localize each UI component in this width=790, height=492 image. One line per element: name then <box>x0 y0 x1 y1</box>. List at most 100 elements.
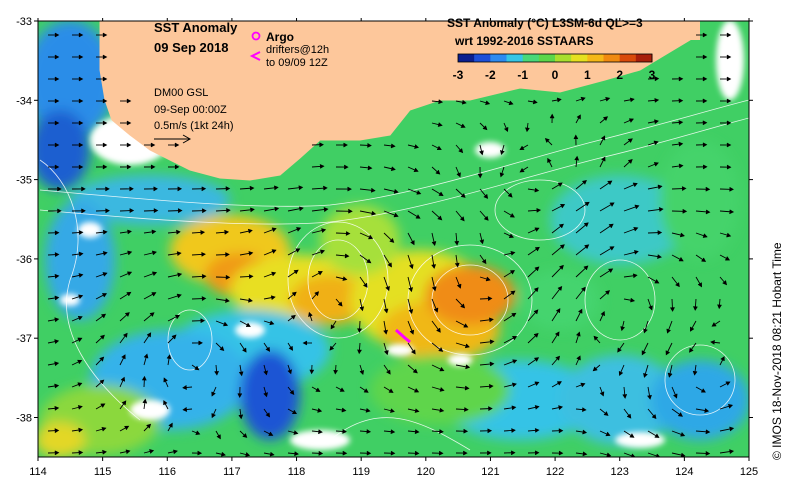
current-arrowhead <box>197 450 203 456</box>
current-arrowhead <box>269 320 275 326</box>
current-arrowhead <box>247 228 253 234</box>
current-arrowhead <box>102 293 108 298</box>
current-arrowhead <box>321 228 327 233</box>
current-arrowhead <box>654 119 659 124</box>
current-arrowhead <box>617 347 622 353</box>
current-arrowhead <box>274 206 280 212</box>
current-arrowhead <box>511 405 517 411</box>
current-arrowhead <box>342 429 347 434</box>
current-arrowhead <box>318 429 323 435</box>
current-arrowhead <box>581 286 586 292</box>
drifter-marker-icon <box>249 51 261 61</box>
x-tick-label: 114 <box>29 466 47 478</box>
current-arrowhead <box>702 120 708 126</box>
current-arrowhead <box>643 373 648 378</box>
current-arrowhead <box>225 252 230 257</box>
current-arrowhead <box>54 383 60 389</box>
colorbar-tick-label: -3 <box>453 68 464 82</box>
current-arrowhead <box>609 246 615 251</box>
current-arrowhead <box>634 204 640 210</box>
current-arrowhead <box>629 97 635 103</box>
current-arrowhead <box>702 76 708 82</box>
y-tick-label: -37 <box>16 333 32 345</box>
current-arrowhead <box>293 269 299 275</box>
current-arrowhead <box>558 428 564 434</box>
current-arrowhead <box>211 391 216 397</box>
current-arrowhead <box>121 400 127 406</box>
current-arrowhead <box>292 409 298 415</box>
current-arrowhead <box>129 186 134 192</box>
current-arrowhead <box>163 400 168 406</box>
current-arrowhead <box>298 185 304 190</box>
current-arrowhead <box>121 354 126 360</box>
current-arrowhead <box>78 230 84 235</box>
current-arrowhead <box>102 272 108 277</box>
current-arrowhead <box>248 251 254 256</box>
current-arrowhead <box>347 186 352 192</box>
current-arrowhead <box>630 297 636 303</box>
current-arrowhead <box>414 408 420 413</box>
current-arrowhead <box>99 379 105 385</box>
current-arrowhead <box>390 166 396 172</box>
current-arrowhead <box>81 186 86 192</box>
current-arrowhead <box>438 191 444 196</box>
current-arrowhead <box>273 185 279 191</box>
x-tick-label: 118 <box>288 466 306 478</box>
current-arrowhead <box>722 280 728 286</box>
current-arrowhead <box>558 405 564 410</box>
current-arrowhead <box>78 120 84 126</box>
current-arrowhead <box>711 322 717 327</box>
current-arrowhead <box>465 364 471 370</box>
sea-level-contours <box>39 99 749 451</box>
credit-text: © IMOS 18-Nov-2018 08:21 Hobart Time <box>770 242 784 460</box>
current-arrowhead <box>479 239 485 245</box>
current-arrowhead <box>248 274 254 279</box>
current-arrowhead <box>438 99 444 105</box>
current-arrowhead <box>511 382 517 388</box>
current-arrowhead <box>314 291 320 296</box>
current-arrowhead <box>248 298 253 303</box>
current-arrowhead <box>486 450 492 456</box>
current-arrowhead <box>519 145 525 150</box>
model-line1: DM00 GSL <box>154 87 208 99</box>
colorbar-swatch <box>555 54 572 62</box>
current-arrowhead <box>54 252 60 257</box>
current-arrowhead <box>182 385 187 390</box>
current-arrowhead <box>651 414 657 420</box>
current-arrowhead <box>265 412 271 418</box>
current-arrowhead <box>269 451 275 457</box>
current-arrowhead <box>323 207 329 212</box>
current-arrowhead <box>216 434 221 440</box>
current-arrowhead <box>125 312 130 317</box>
current-arrowhead <box>129 208 135 213</box>
current-arrowhead <box>702 54 708 60</box>
current-arrowhead <box>320 249 325 255</box>
current-arrowhead <box>667 372 673 378</box>
current-arrowhead <box>343 164 349 170</box>
current-arrowhead <box>309 369 315 375</box>
current-arrowhead <box>460 216 465 222</box>
current-arrowhead <box>54 32 60 38</box>
current-arrowhead <box>149 449 155 454</box>
current-arrowhead <box>728 404 733 409</box>
current-arrowhead <box>605 290 611 295</box>
current-arrowhead <box>194 365 200 371</box>
colorbar: SST Anomaly (°C) L3SM-6d QL>=3 wrt 1992-… <box>447 16 656 82</box>
current-arrowhead <box>142 375 147 381</box>
current-arrowhead <box>342 276 348 281</box>
current-arrowhead <box>454 262 460 268</box>
current-arrowhead <box>371 211 377 216</box>
current-arrowhead <box>557 285 563 291</box>
current-arrowhead <box>344 253 350 259</box>
current-arrowhead <box>225 298 230 303</box>
current-arrowhead <box>302 340 308 346</box>
current-arrowhead <box>414 429 420 435</box>
current-arrowhead <box>701 257 707 262</box>
current-arrowhead <box>126 120 132 126</box>
current-arrowhead <box>532 99 538 105</box>
current-arrowhead <box>500 150 505 156</box>
model-legend: DM00 GSL 09-Sep 00:00Z 0.5m/s (1kt 24h) <box>154 87 233 144</box>
current-arrowhead <box>318 271 323 276</box>
current-arrowhead <box>632 273 638 279</box>
colorbar-swatch <box>474 54 491 62</box>
